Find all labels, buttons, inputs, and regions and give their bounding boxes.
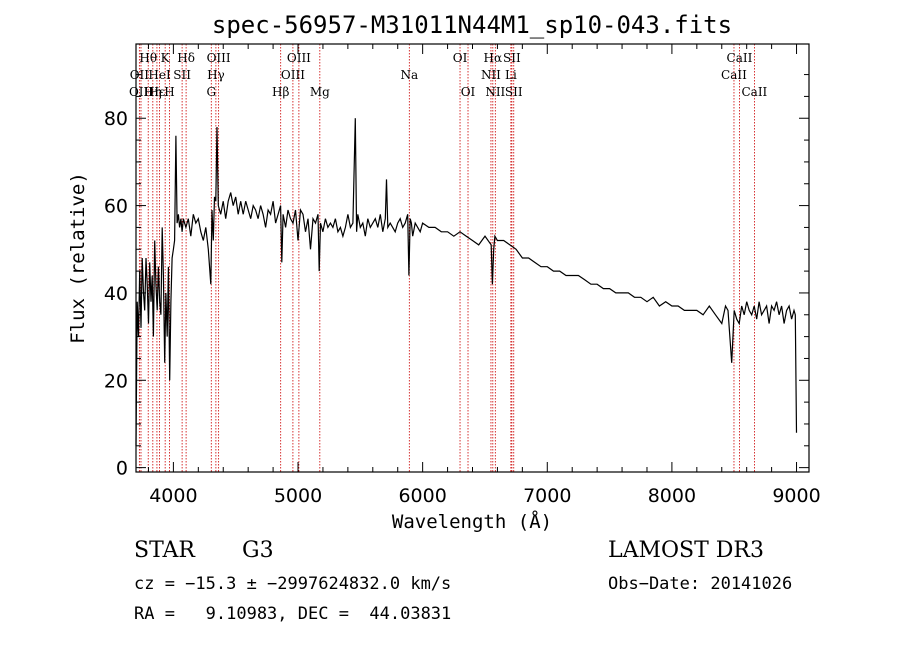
y-tick-label: 80 [104, 108, 128, 130]
spectral-line-label: Hε [149, 85, 166, 99]
spectral-lines-layer [138, 44, 755, 472]
y-axis-label: Flux (relative) [67, 172, 89, 344]
x-axis-ticks: 4000 5000 6000 7000 8000 9000 [147, 44, 821, 507]
spectral-line-label: SII [503, 51, 521, 65]
obs-date: Obs−Date: 20141026 [608, 574, 793, 594]
spectral-line-label: HeI [148, 68, 171, 82]
spectral-line-label: OIII [129, 85, 153, 99]
spectral-line-label: Mg [310, 85, 330, 99]
spectral-line-label: Hθ [139, 51, 157, 65]
spectral-line-label: Li [505, 68, 517, 82]
spectral-line-label: K [161, 51, 171, 65]
spectral-line-label: CaII [727, 51, 753, 65]
spectral-line-label: Na [400, 68, 418, 82]
object-subclass: G3 [242, 538, 274, 563]
y-tick-label: 20 [104, 370, 128, 392]
spectral-line-label: OIII [281, 68, 305, 82]
spectral-line-label: Hδ [177, 51, 195, 65]
spectral-line-label: OI [461, 85, 476, 99]
spectral-line-label: NII [481, 68, 501, 82]
spectral-line-label: OIII [287, 51, 311, 65]
velocity-readout: cz = −15.3 ± −2997624832.0 km/s [134, 574, 452, 594]
spectral-line-label: Hη [144, 85, 162, 99]
spectral-line-label: H [164, 85, 174, 99]
x-tick-label: 8000 [648, 485, 696, 507]
x-tick-label: 5000 [274, 485, 322, 507]
spectrum-series-line [135, 118, 798, 446]
x-tick-label: 9000 [772, 485, 820, 507]
spectral-line-label: CaII [721, 68, 747, 82]
spectral-line-label: Hβ [272, 85, 289, 99]
spectral-line-label: OI [453, 51, 468, 65]
x-tick-label: 7000 [523, 485, 571, 507]
x-axis-label: Wavelength (Å) [392, 510, 552, 533]
spectral-line-label: SII [173, 68, 191, 82]
spectral-line-label: Hα [484, 51, 503, 65]
spectral-line-label: CaII [741, 85, 767, 99]
x-tick-label: 4000 [149, 485, 197, 507]
spectral-line-label: OIII [207, 51, 231, 65]
spectral-line-label: SII [505, 85, 523, 99]
y-axis-ticks: 0 20 40 60 80 [104, 74, 809, 480]
x-tick-label: 6000 [398, 485, 446, 507]
y-tick-label: 40 [104, 283, 128, 305]
survey-name: LAMOST DR3 [608, 538, 764, 563]
coordinates: RA = 9.10983, DEC = 44.03831 [134, 604, 452, 624]
plot-frame [135, 43, 810, 473]
spectral-line-label: NII [485, 85, 505, 99]
chart-title: spec-56957-M31011N44M1_sp10-043.fits [212, 11, 732, 39]
y-tick-label: 60 [104, 196, 128, 218]
spectral-line-label: G [206, 85, 216, 99]
y-tick-label: 0 [116, 458, 128, 480]
object-class: STAR [134, 538, 195, 563]
spectral-line-label: Hγ [207, 68, 225, 82]
